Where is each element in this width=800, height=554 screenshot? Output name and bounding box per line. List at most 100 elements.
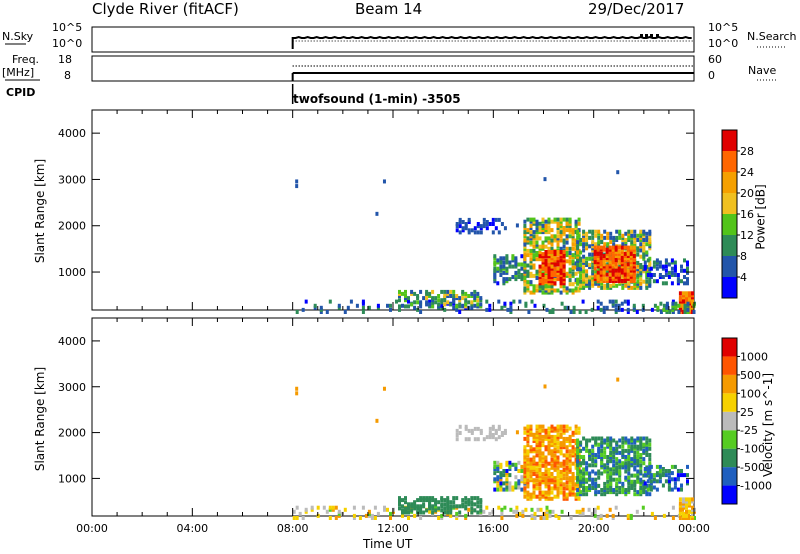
power-cell <box>593 245 597 250</box>
power-cell <box>683 258 686 263</box>
velocity-cell <box>686 481 689 486</box>
power-cell <box>509 305 513 310</box>
power-cell <box>599 276 603 281</box>
power-cell <box>600 235 604 240</box>
velocity-cell <box>582 457 586 462</box>
power-cell <box>455 228 459 233</box>
power-cell <box>632 279 636 283</box>
power-cell <box>523 248 527 253</box>
power-cell <box>608 272 612 277</box>
power-cell <box>476 302 480 307</box>
power-cell <box>665 301 669 306</box>
velocity-cell <box>636 475 640 480</box>
velocity-cell <box>612 490 616 495</box>
power-cell <box>535 251 539 255</box>
velocity-cell <box>508 460 512 465</box>
velocity-cell <box>494 428 498 433</box>
velocity-cell <box>508 481 512 486</box>
power-cell <box>605 279 609 283</box>
velocity-cell <box>594 453 598 457</box>
velocity-cell <box>541 463 545 468</box>
velocity-cell <box>565 484 569 489</box>
power-cell <box>683 268 686 273</box>
velocity-cell <box>544 430 548 435</box>
power-cell <box>574 223 578 228</box>
power-cell <box>523 246 527 251</box>
power-cell <box>670 258 674 263</box>
velocity-cell <box>621 490 625 495</box>
power-cell <box>526 236 530 241</box>
velocity-cell <box>538 467 542 472</box>
velocity-cell <box>568 457 572 462</box>
power-cell <box>591 240 595 245</box>
velocity-cell <box>652 485 656 490</box>
power-cell <box>499 260 503 265</box>
velocity-cell <box>532 439 536 443</box>
power-cell <box>630 229 634 234</box>
velocity-cell <box>526 428 530 433</box>
power-cell <box>671 307 675 312</box>
velocity-cell <box>605 513 609 518</box>
power-cell <box>611 268 615 273</box>
velocity-cell <box>678 511 682 516</box>
velocity-cell <box>547 472 551 476</box>
power-cell <box>476 291 480 296</box>
power-cell <box>636 260 640 265</box>
power-cell <box>526 284 530 289</box>
velocity-cell <box>503 431 507 435</box>
velocity-cell <box>547 467 551 472</box>
velocity-cell <box>544 463 548 468</box>
power-cell <box>600 238 604 242</box>
power-cell <box>556 238 560 243</box>
power-cell <box>505 256 509 261</box>
velocity-cell <box>532 494 536 499</box>
velocity-cell <box>585 477 589 482</box>
power-cell <box>664 264 668 269</box>
velocity-cell <box>606 486 610 490</box>
power-cell <box>594 233 598 238</box>
velocity-colorbar-label: Velocity [m s^-1] <box>761 372 776 478</box>
power-cell <box>682 301 685 306</box>
power-cell <box>685 295 688 300</box>
velocity-cell <box>576 479 580 484</box>
velocity-cell <box>553 467 557 472</box>
velocity-cell <box>562 424 566 429</box>
velocity-cell <box>667 475 671 480</box>
velocity-cell <box>618 469 622 474</box>
velocity-colorbar-segment <box>722 374 737 394</box>
velocity-cell <box>529 461 533 466</box>
velocity-cell <box>576 488 580 492</box>
velocity-cell <box>670 471 674 476</box>
velocity-cell <box>508 467 512 471</box>
velocity-cell <box>434 505 438 510</box>
power-cell <box>603 242 607 247</box>
velocity-cell <box>576 471 580 476</box>
velocity-cell <box>422 502 426 507</box>
power-cell <box>588 235 592 240</box>
velocity-cell <box>550 478 554 483</box>
velocity-cell <box>594 436 598 441</box>
power-cell <box>599 307 603 312</box>
power-cell <box>535 288 539 293</box>
power-cell <box>664 260 668 265</box>
power-cell <box>678 307 682 312</box>
power-cell <box>541 273 545 277</box>
power-cell <box>467 230 471 235</box>
velocity-cell <box>574 428 578 433</box>
velocity-cell <box>606 455 610 459</box>
power-cell <box>569 310 573 314</box>
velocity-cell <box>440 502 444 507</box>
power-cell <box>688 295 691 300</box>
power-colorbar-label: Power [dB] <box>753 184 768 250</box>
velocity-cell <box>526 430 530 435</box>
velocity-colorbar-frame <box>721 337 738 505</box>
velocity-cell <box>526 494 530 499</box>
velocity-cell <box>585 438 589 443</box>
velocity-cell <box>591 448 595 453</box>
power-cell <box>505 258 509 263</box>
velocity-cell <box>455 437 459 442</box>
power-cell <box>529 230 533 235</box>
power-cell <box>614 260 618 265</box>
velocity-cell <box>473 502 477 507</box>
power-cell <box>576 260 580 265</box>
